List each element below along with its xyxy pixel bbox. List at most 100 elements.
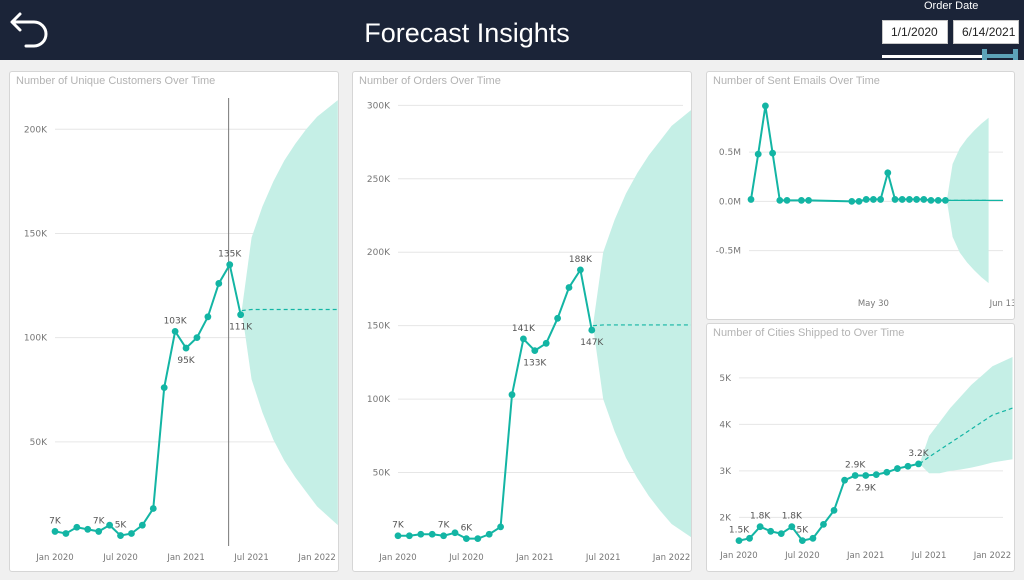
y-tick-label: 100K (24, 334, 48, 344)
data-point (798, 537, 806, 545)
data-point (182, 344, 190, 352)
customers-chart[interactable]: 50K 100K 150K 200K Jan 2020 Jul 2020 Jan 2021 J… (10, 72, 339, 572)
y-tick-label: 5K (719, 374, 732, 384)
data-point (913, 196, 920, 203)
data-point (215, 280, 223, 287)
orders-chart[interactable]: 50K 100K 150K 200K 250K 300K Jan 2020 Jul 2020 J… (353, 72, 692, 572)
header-bar: Forecast Insights Order Date 1/1/2020 6/… (0, 0, 1024, 60)
data-point (783, 197, 791, 204)
y-tick-label: 50K (373, 469, 391, 479)
data-label: 2.9K (845, 461, 866, 471)
y-tick-label: 4K (719, 420, 732, 430)
emails-chart[interactable]: -0.5M 0.0M 0.5M May 30 Jun 13 (707, 72, 1015, 320)
data-point (417, 530, 425, 538)
data-point (51, 528, 59, 535)
data-point (769, 149, 776, 157)
customers-panel[interactable]: Number of Unique Customers Over Time 50K… (9, 71, 339, 572)
data-label: 5K (797, 526, 810, 536)
data-point (531, 347, 539, 355)
data-point (406, 532, 413, 540)
data-point (870, 196, 877, 203)
x-tick-label: Jul 2020 (448, 553, 484, 563)
date-slider-end-handle[interactable] (1013, 49, 1018, 60)
data-point (565, 284, 573, 291)
data-point (171, 327, 179, 335)
back-arrow-icon[interactable] (8, 8, 54, 52)
data-point (788, 523, 796, 531)
data-point (451, 529, 459, 537)
data-point (777, 530, 785, 538)
data-point (767, 527, 775, 535)
data-point (474, 535, 482, 543)
data-point (884, 169, 892, 177)
orders-chart-title: Number of Orders Over Time (359, 75, 501, 87)
x-tick-label: Jul 2021 (911, 551, 947, 561)
series-line (750, 105, 946, 203)
y-tick-label: 50K (30, 438, 48, 448)
y-tick-label: 200K (24, 125, 48, 135)
data-point (577, 266, 584, 274)
cities-chart[interactable]: 2K 3K 4K 5K Jan 2020 Jul 2020 Jan 2021 Jul 2021… (707, 324, 1015, 572)
series-line (398, 267, 593, 540)
y-tick-label: 0.0M (719, 197, 741, 207)
data-label: 6K (461, 524, 474, 534)
data-point (862, 196, 870, 203)
data-point (841, 476, 848, 484)
x-tick-label: Jul 2021 (585, 553, 621, 563)
data-point (820, 520, 827, 528)
x-tick-label: Jan 2021 (846, 551, 884, 561)
data-label: 133K (523, 359, 547, 369)
date-slider-track[interactable] (882, 55, 1018, 58)
x-tick-label: Jan 2022 (973, 551, 1011, 561)
data-point (485, 530, 493, 538)
data-point (204, 313, 212, 321)
data-point (756, 523, 764, 531)
data-label: 7K (93, 516, 106, 526)
data-point (855, 197, 863, 205)
data-label: 3.2K (908, 449, 929, 459)
data-label: 7K (49, 516, 62, 526)
x-tick-label: Jan 2021 (515, 553, 553, 563)
data-point (894, 465, 901, 472)
y-tick-label: 300K (367, 101, 391, 111)
data-point (904, 462, 912, 470)
orders-panel[interactable]: Number of Orders Over Time 50K 100K 150K 20… (352, 71, 692, 572)
y-tick-label: 150K (367, 322, 391, 332)
data-point (915, 460, 922, 468)
data-label: 141K (512, 324, 536, 334)
x-tick-label: Jul 2021 (233, 553, 269, 563)
x-tick-label: Jan 2022 (652, 553, 690, 563)
start-date-input[interactable]: 1/1/2020 (882, 20, 948, 44)
x-tick-label: Jan 2020 (35, 553, 73, 563)
data-point (463, 535, 470, 543)
data-point (520, 335, 527, 343)
x-tick-label: Jul 2020 (102, 553, 138, 563)
emails-panel[interactable]: Number of Sent Emails Over Time -0.5M 0.0… (706, 71, 1015, 320)
data-point (942, 197, 949, 204)
y-tick-label: 150K (24, 229, 48, 239)
data-point (754, 150, 762, 158)
data-point (862, 472, 870, 479)
data-point (872, 471, 880, 479)
data-point (746, 534, 753, 542)
date-slider-start-handle[interactable] (982, 49, 987, 60)
data-point (226, 261, 234, 269)
cities-chart-title: Number of Cities Shipped to Over Time (713, 327, 905, 339)
data-point (776, 197, 784, 204)
forecast-line (919, 407, 1013, 465)
data-point (106, 521, 113, 529)
x-tick-label: Jun 13 (989, 299, 1015, 309)
data-label: 1.5K (729, 526, 750, 536)
data-point (128, 530, 135, 537)
series-line (738, 462, 919, 542)
data-point (193, 334, 201, 342)
y-tick-label: 100K (367, 395, 391, 405)
data-point (891, 196, 899, 203)
data-point (73, 523, 81, 531)
data-point (554, 314, 561, 322)
end-date-input[interactable]: 6/14/2021 (953, 20, 1019, 44)
data-point (805, 197, 812, 204)
data-point (883, 468, 891, 476)
cities-panel[interactable]: Number of Cities Shipped to Over Time 2K… (706, 323, 1015, 572)
data-point (798, 197, 805, 204)
